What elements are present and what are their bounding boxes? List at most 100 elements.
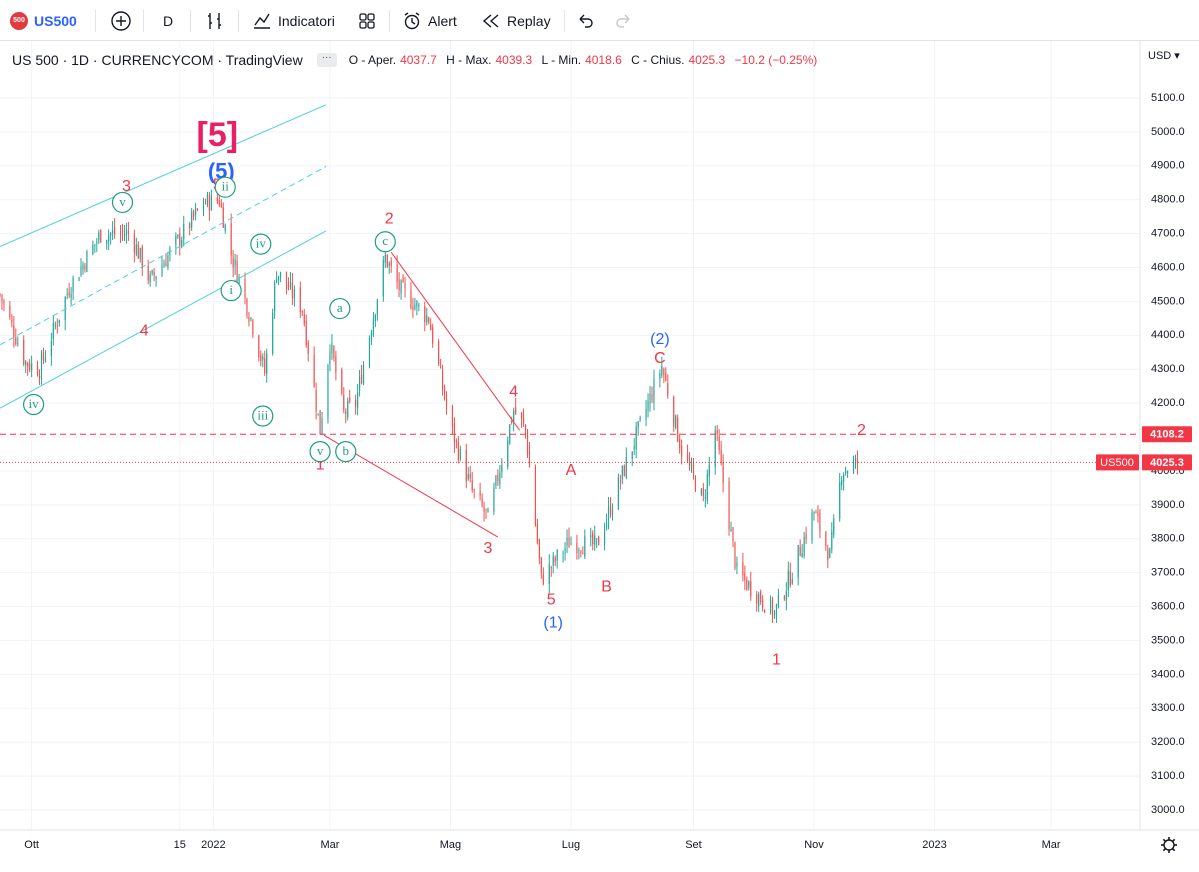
candle-body — [100, 230, 102, 243]
candle — [677, 414, 679, 443]
candle-body — [189, 223, 191, 229]
candle-body — [195, 208, 197, 215]
price-tick-label: 3000.0 — [1151, 804, 1185, 816]
candle — [734, 541, 736, 571]
candle — [272, 308, 274, 356]
candle-body — [469, 474, 471, 479]
candle-body — [17, 343, 19, 345]
candle-body — [801, 553, 803, 558]
candle-body — [783, 596, 785, 600]
candle — [637, 420, 639, 436]
candle — [552, 551, 554, 574]
candle-body — [400, 280, 402, 294]
circled-wave-label: ii — [214, 176, 236, 198]
candle-body — [303, 314, 305, 325]
candle-body — [485, 508, 487, 511]
candle-body — [1, 294, 3, 302]
candle-body — [540, 557, 542, 573]
legend-menu-icon[interactable]: ··· — [316, 53, 337, 67]
grid-lines — [0, 41, 1140, 830]
wave-label: iv — [256, 236, 267, 251]
candle — [398, 272, 400, 298]
candle — [764, 609, 766, 614]
candle — [260, 350, 262, 367]
compare-button[interactable] — [110, 0, 138, 41]
ohlc-values: O - Aper. 4037.7 H - Max. 4039.3 L - Min. 4… — [349, 53, 824, 67]
candle — [515, 397, 517, 415]
undo-button[interactable] — [576, 0, 596, 41]
candle-body — [135, 244, 137, 255]
candle — [854, 454, 857, 469]
candle-body — [155, 276, 157, 280]
timeframe-button[interactable]: D — [163, 0, 173, 41]
candle-body — [80, 266, 82, 276]
time-tick-label: Set — [685, 839, 702, 851]
time-tick-label: Mag — [440, 839, 461, 851]
candle-body — [576, 542, 578, 554]
candle-body — [274, 282, 276, 312]
candle-body — [582, 553, 584, 555]
candle — [744, 565, 746, 591]
price-tick-label: 3200.0 — [1151, 736, 1185, 748]
gear-icon[interactable] — [1161, 837, 1177, 853]
candle — [388, 261, 390, 274]
candle-body — [833, 518, 835, 536]
wave-label: 1 — [316, 456, 325, 473]
candle-body — [791, 579, 793, 584]
candle — [702, 482, 704, 502]
candle-body — [220, 203, 222, 207]
candle — [31, 355, 33, 378]
circled-wave-label: i — [220, 279, 242, 302]
price-chart[interactable]: [5](5)35421435(1)AB(2)C12viiiviiiiivacvb… — [0, 41, 1199, 872]
candle — [414, 297, 416, 311]
candle-body — [568, 537, 570, 548]
candle — [343, 386, 345, 414]
layout-button[interactable] — [357, 0, 383, 41]
candle — [827, 545, 829, 569]
candle-body — [584, 536, 586, 557]
price-tick-label: 3600.0 — [1151, 600, 1185, 612]
price-tick-label: 3300.0 — [1151, 702, 1185, 714]
candle-body — [443, 386, 446, 399]
candle — [331, 334, 333, 360]
candle-body — [803, 536, 805, 556]
wave-circle — [214, 176, 236, 198]
price-tick-label: 3500.0 — [1151, 634, 1185, 646]
candle-body — [811, 512, 813, 541]
alert-button[interactable]: Alert — [402, 0, 457, 41]
circled-wave-label: iv — [22, 393, 45, 416]
candle — [495, 474, 497, 489]
candle — [843, 472, 845, 491]
candle-body — [663, 369, 665, 375]
candle-body — [167, 255, 169, 268]
candle-body — [250, 317, 252, 319]
wave-circle — [250, 233, 272, 255]
candle — [845, 466, 847, 476]
chart-area[interactable]: [5](5)35421435(1)AB(2)C12viiiviiiiivacvb… — [0, 41, 1199, 872]
replay-button[interactable]: Replay — [481, 0, 551, 41]
candle — [801, 544, 803, 558]
candle — [564, 542, 566, 561]
candle — [1, 294, 3, 310]
candle — [511, 416, 513, 425]
candle-body — [524, 425, 527, 430]
candle — [487, 507, 489, 513]
candle — [0, 293, 1, 298]
candle — [56, 318, 58, 334]
candle-body — [773, 611, 776, 616]
candle — [321, 411, 323, 436]
redo-button[interactable] — [613, 0, 633, 41]
candle — [96, 237, 98, 253]
candle-body — [718, 436, 720, 451]
candle — [133, 229, 135, 263]
currency-selector[interactable]: USD ▾ — [1148, 49, 1180, 62]
symbol-search[interactable]: 500 US500 — [10, 0, 77, 41]
candle — [175, 232, 177, 255]
price-tick-label: 3700.0 — [1151, 567, 1185, 579]
candle-body — [734, 542, 736, 568]
chart-type-button[interactable] — [205, 0, 231, 41]
indicators-button[interactable]: Indicatori — [252, 0, 335, 41]
candle-body — [607, 506, 610, 520]
candle-body — [432, 327, 434, 344]
time-tick-label: 15 — [174, 839, 186, 851]
